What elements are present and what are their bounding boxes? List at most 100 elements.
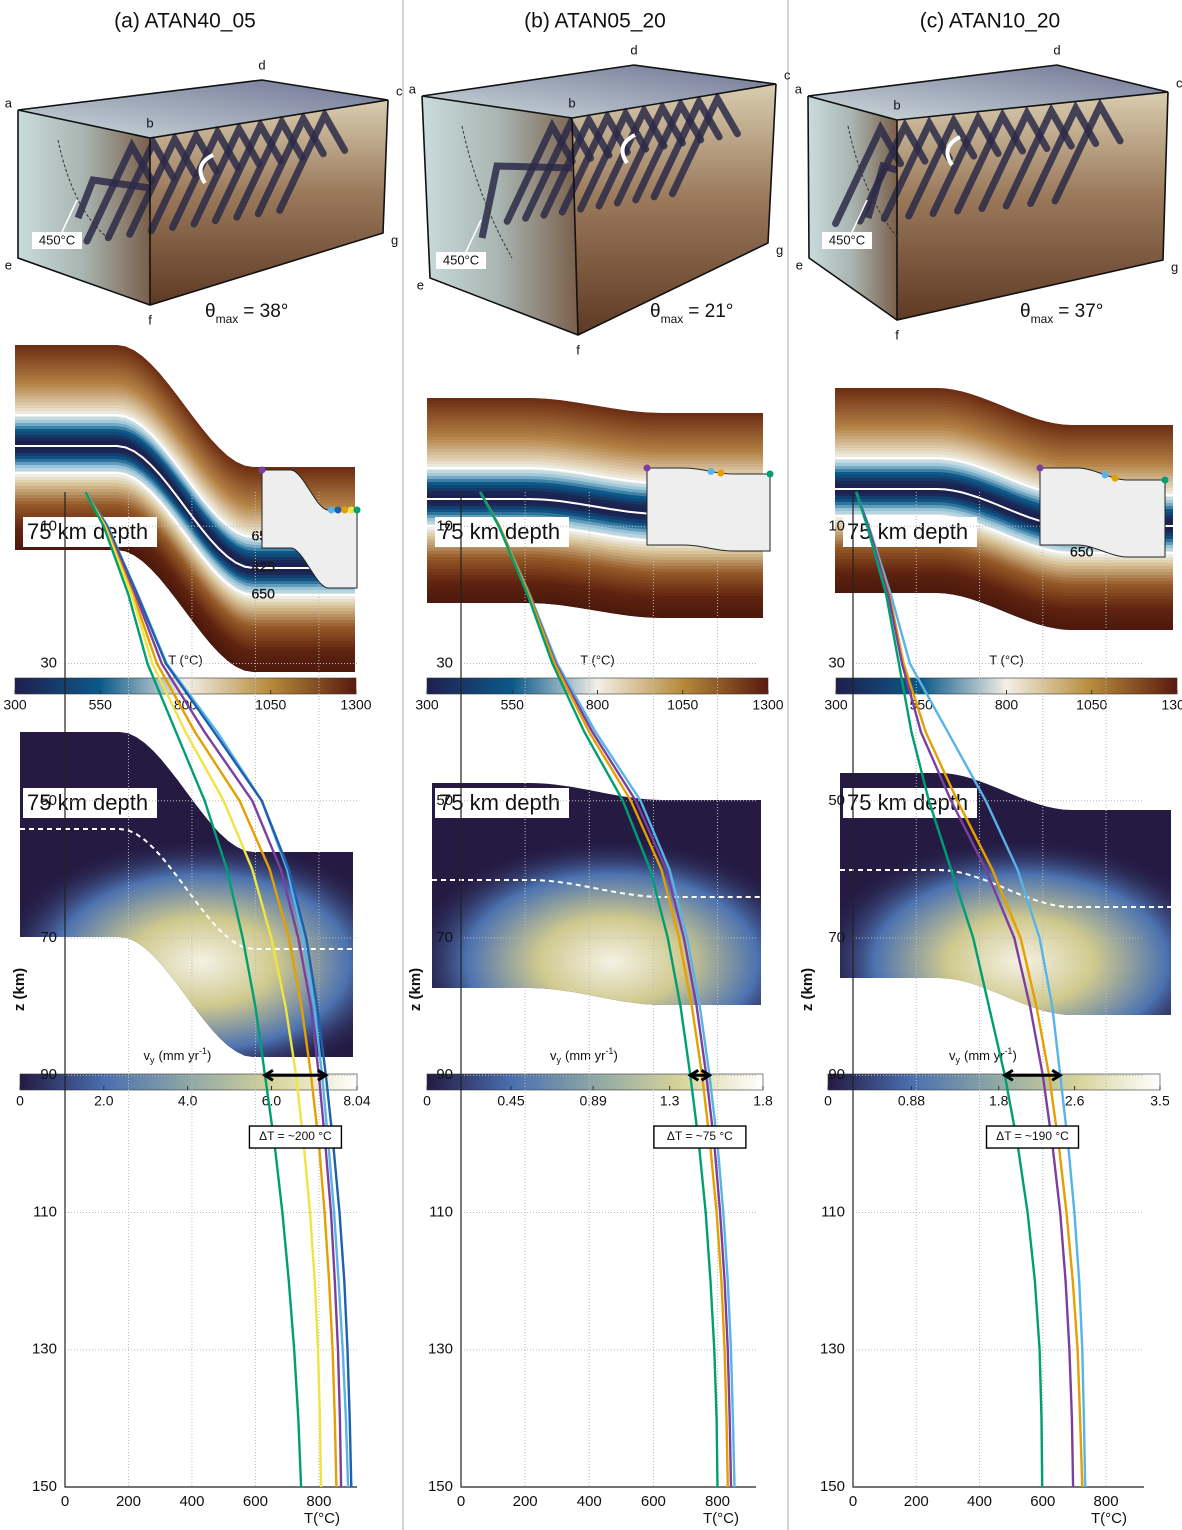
temperature-strip bbox=[427, 599, 763, 618]
y-tick-label: 150 bbox=[820, 1478, 845, 1495]
y-tick-label: 150 bbox=[32, 1478, 57, 1495]
temperature-strip bbox=[835, 388, 1173, 429]
isotherm-label: 450°C bbox=[39, 232, 75, 247]
depth-label: 75 km depth bbox=[847, 790, 968, 815]
x-tick-label: 600 bbox=[641, 1493, 666, 1510]
delta-arrow bbox=[687, 1069, 713, 1082]
contour-line bbox=[15, 445, 355, 569]
y-tick-label: 90 bbox=[828, 1066, 845, 1083]
colorbar-title: vy (mm yr-1) bbox=[949, 1046, 1017, 1065]
y-tick-label: 110 bbox=[821, 1203, 845, 1220]
temperature-strip bbox=[427, 407, 763, 426]
colorbar-tick-label: 550 bbox=[89, 697, 113, 713]
isotherm-label: 450°C bbox=[829, 232, 865, 247]
inset-location bbox=[1101, 471, 1109, 479]
annotation-box bbox=[653, 1125, 747, 1149]
colorbar-tick-label: 3.5 bbox=[1150, 1093, 1170, 1109]
colorbar-tick-label: 0 bbox=[824, 1093, 832, 1109]
inset-profile bbox=[261, 469, 358, 589]
y-axis-label: z (km) bbox=[799, 968, 816, 1011]
corner-label: c bbox=[1176, 75, 1182, 90]
inset-location bbox=[1036, 464, 1044, 472]
colorbar-tick-label: 1050 bbox=[255, 697, 286, 713]
slab-tube bbox=[522, 115, 595, 222]
lab-dashed bbox=[432, 879, 761, 898]
corner-label: g bbox=[1171, 259, 1178, 274]
corner-label: b bbox=[893, 97, 900, 112]
isotherm-label-box bbox=[32, 232, 82, 249]
temperature-strip bbox=[427, 581, 763, 600]
colorbar-tick-label: 800 bbox=[586, 697, 610, 713]
lab-dashed bbox=[20, 828, 353, 950]
rotation-arrow bbox=[620, 133, 636, 165]
colorbar-tick-label: 0.88 bbox=[898, 1093, 925, 1109]
temperature-strip bbox=[835, 406, 1173, 447]
contour-line bbox=[15, 472, 355, 596]
temperature-strip bbox=[835, 586, 1173, 627]
theta-value: = 21° bbox=[688, 301, 733, 322]
x-tick-label: 0 bbox=[457, 1493, 465, 1510]
temperature-strip bbox=[835, 562, 1173, 603]
y-tick-label: 50 bbox=[436, 792, 453, 809]
panel-title: (c) ATAN10_20 bbox=[920, 10, 1060, 33]
colorbar bbox=[827, 1073, 1161, 1091]
inset-location bbox=[327, 506, 335, 514]
inset-location bbox=[353, 506, 361, 514]
colorbar-tick-label: 300 bbox=[824, 697, 848, 713]
y-tick-label: 110 bbox=[429, 1203, 453, 1220]
temperature-strip bbox=[835, 577, 1173, 618]
corner-label: c bbox=[784, 67, 791, 82]
colorbar-tick-label: 800 bbox=[995, 697, 1019, 713]
colorbar-tick-label: 550 bbox=[501, 697, 525, 713]
colorbar-tick-label: 0.89 bbox=[580, 1093, 607, 1109]
corner-label: f bbox=[895, 327, 899, 342]
temperature-strip bbox=[835, 580, 1173, 621]
temperature-strip bbox=[427, 413, 763, 432]
temperature-strip bbox=[427, 431, 763, 450]
slab-tube bbox=[595, 103, 668, 210]
rotation-arrow bbox=[945, 135, 961, 167]
colorbar-tick-label: 1.8 bbox=[753, 1093, 773, 1109]
colorbar-tick-label: 6.0 bbox=[262, 1093, 282, 1109]
rotation-arrow bbox=[198, 153, 214, 185]
contour-label: 425 bbox=[252, 559, 276, 575]
temperature-strip bbox=[835, 559, 1173, 600]
colorbar-tick-label: 1300 bbox=[1161, 697, 1182, 713]
depth-label-box bbox=[23, 788, 157, 818]
temperature-strip bbox=[427, 596, 763, 615]
axes bbox=[64, 492, 357, 1488]
inset-location bbox=[1161, 476, 1169, 484]
colorbar-tick-label: 1300 bbox=[340, 697, 371, 713]
temperature-strip bbox=[835, 571, 1173, 612]
corner-label: f bbox=[148, 312, 152, 327]
temperature-strip bbox=[427, 398, 763, 417]
temperature-strip bbox=[427, 443, 763, 462]
temperature-strip bbox=[427, 428, 763, 447]
temperature-strip bbox=[427, 557, 763, 576]
temperature-strip bbox=[427, 446, 763, 465]
slab-tube bbox=[632, 97, 705, 204]
colorbar-tick-label: 0 bbox=[423, 1093, 431, 1109]
profile-line bbox=[479, 491, 729, 1488]
y-tick-label: 10 bbox=[40, 517, 57, 534]
inset-location bbox=[1111, 474, 1119, 482]
y-tick-label: 70 bbox=[828, 929, 845, 946]
corner-label: e bbox=[5, 257, 12, 272]
colorbar-tick-label: 2.6 bbox=[1065, 1093, 1085, 1109]
profile-line bbox=[855, 491, 1087, 1488]
temperature-strip bbox=[835, 553, 1173, 594]
temperature-strip bbox=[835, 391, 1173, 432]
y-tick-label: 130 bbox=[32, 1341, 57, 1358]
y-tick-label: 110 bbox=[33, 1203, 57, 1220]
corner-label: b bbox=[146, 115, 153, 130]
isotherm-arrow bbox=[851, 199, 868, 233]
block-edges bbox=[807, 64, 1169, 321]
x-axis-label: T(°C) bbox=[1091, 1510, 1127, 1527]
title-close: ) bbox=[207, 1048, 211, 1063]
isotherm-arrow bbox=[465, 219, 482, 253]
axes bbox=[460, 492, 756, 1488]
profile-line bbox=[84, 491, 343, 1488]
title-close: ) bbox=[613, 1048, 617, 1063]
y-tick-label: 150 bbox=[428, 1478, 453, 1495]
temperature-strip bbox=[427, 551, 763, 570]
